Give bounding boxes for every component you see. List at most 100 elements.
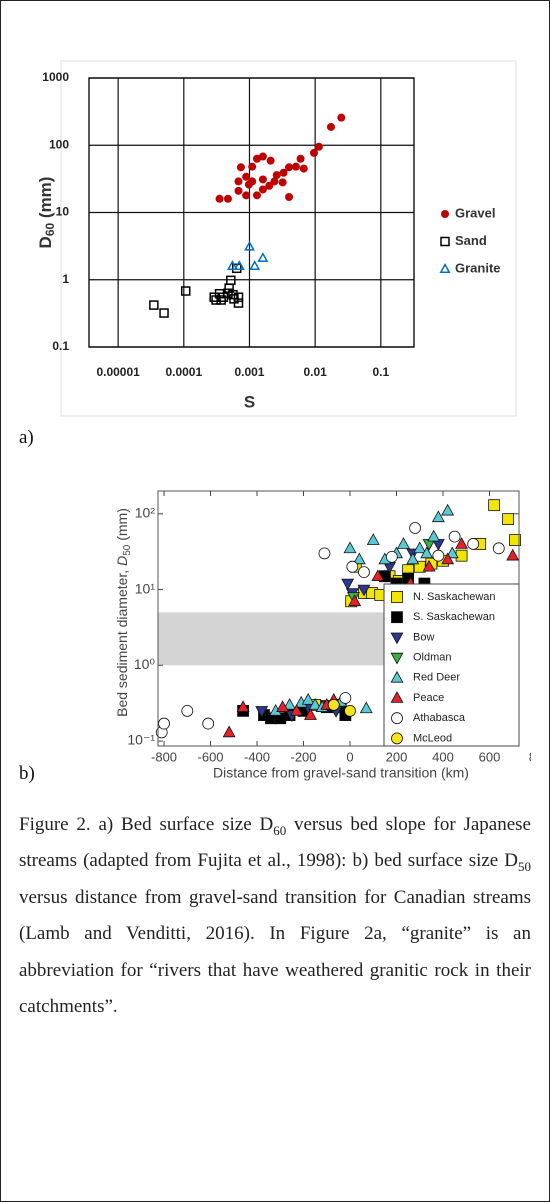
point (233, 260, 245, 270)
point (492, 542, 505, 555)
point (502, 513, 514, 526)
point (181, 704, 194, 717)
point (257, 252, 269, 263)
point (366, 533, 380, 545)
point (371, 569, 385, 582)
point (279, 168, 288, 177)
point (234, 177, 243, 186)
point (236, 700, 250, 712)
plot-border (88, 77, 415, 348)
point (506, 548, 520, 561)
point (344, 704, 356, 717)
point (258, 175, 267, 184)
y-tick-label: 0.1 (52, 339, 69, 353)
point (309, 148, 318, 157)
point (326, 122, 335, 131)
point (215, 194, 224, 203)
point (304, 708, 317, 720)
panel-label: a) (19, 427, 34, 448)
point (285, 163, 294, 172)
y-axis-label: D60 (mm) (36, 177, 57, 249)
point (455, 549, 468, 562)
x-tick-label: -200 (291, 749, 317, 764)
point (448, 530, 461, 543)
point (248, 162, 257, 171)
point (276, 700, 290, 712)
point (339, 692, 352, 704)
point (509, 534, 521, 546)
y-label-italic: D (114, 556, 130, 566)
point (318, 547, 331, 560)
point (445, 546, 459, 559)
point (226, 275, 236, 286)
point (301, 692, 315, 705)
legend-label: Bow (413, 631, 434, 643)
legend-marker (391, 591, 403, 603)
y-tick-label: 10² (135, 505, 156, 521)
legend-label: Granite (455, 260, 501, 275)
caption-text: versus distance from gravel-sand transit… (19, 886, 531, 1018)
point (242, 172, 251, 181)
legend-marker (390, 691, 404, 703)
y-tick-label: 10⁰ (134, 656, 156, 672)
point (252, 154, 261, 163)
figure: 0.00001 0.0001 0.001 0.01 0.1 0.1 1 10 100 1000 S D… (36, 60, 531, 781)
point (158, 717, 170, 730)
y-tick-label: 1000 (42, 70, 69, 84)
x-tick-label: 0.01 (303, 365, 327, 379)
y-axis-label: Bed sediment diameter, D50 (mm) (114, 508, 133, 717)
y-tick-label: 10 (56, 205, 70, 219)
point (180, 286, 191, 296)
x-tick-label: -400 (244, 749, 270, 764)
point (248, 177, 257, 186)
point (255, 706, 269, 718)
y-label-subscript: 60 (43, 223, 57, 237)
point (252, 191, 261, 200)
point (242, 191, 251, 200)
point (359, 701, 373, 714)
y-tick-label: 10¹ (135, 580, 156, 596)
y-tick-label: 100 (49, 137, 69, 151)
legend-label: Oldman (413, 652, 452, 664)
legend-label: S. Saskachewan (413, 611, 495, 623)
x-tick-label: 0.0001 (165, 365, 202, 379)
legend-marker (391, 611, 403, 624)
x-tick-label: 0.1 (372, 365, 389, 379)
point (258, 185, 267, 194)
legend-marker (439, 263, 451, 273)
point (296, 154, 305, 163)
x-tick-label: 0.00001 (96, 365, 140, 379)
caption-subscript: 50 (518, 859, 531, 875)
point (337, 113, 346, 122)
x-axis-label: S (244, 392, 255, 411)
point (291, 162, 300, 171)
point (357, 584, 371, 597)
point (236, 163, 245, 172)
point (341, 578, 355, 591)
x-tick-label: 200 (386, 749, 408, 764)
legend-marker (390, 632, 404, 645)
y-tick-label: 10⁻¹ (127, 732, 155, 748)
panel-frame (60, 60, 517, 417)
x-tick-label: 600 (479, 749, 501, 764)
point (226, 260, 238, 270)
point (222, 725, 236, 738)
point (422, 559, 436, 572)
legend-label: Peace (413, 692, 444, 704)
caption: Figure 2. a) Bed surface size D60 versus… (19, 807, 531, 1025)
x-tick-label: -800 (151, 749, 177, 764)
point (234, 186, 243, 195)
y-label-text: Bed sediment diameter, (114, 566, 130, 717)
x-tick-label: 0 (346, 749, 353, 764)
point (427, 529, 441, 542)
legend-box (383, 583, 520, 747)
x-tick-label: 80 (529, 749, 531, 764)
point (232, 263, 242, 274)
point (385, 550, 398, 563)
point (409, 522, 421, 534)
point (202, 717, 215, 730)
point (272, 171, 281, 180)
legend-label: N. Saskachewan (413, 591, 496, 603)
x-tick-label: 400 (432, 749, 454, 764)
legend-marker (440, 236, 450, 247)
